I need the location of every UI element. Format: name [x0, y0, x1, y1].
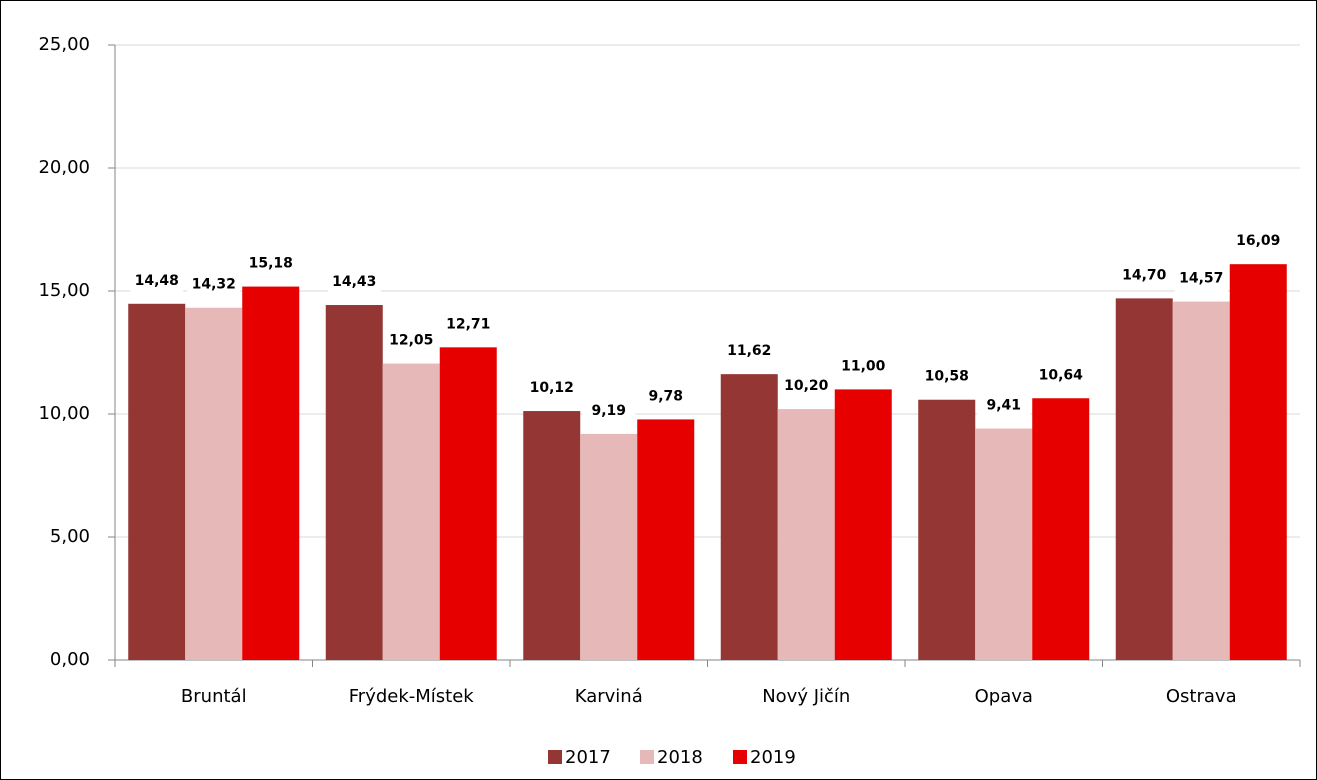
- data-label: 16,09: [1236, 233, 1280, 249]
- data-label: 12,05: [389, 333, 433, 349]
- x-tick-label: Karviná: [575, 686, 643, 707]
- legend-label: 2018: [657, 747, 703, 768]
- bar: [242, 286, 300, 660]
- bar: [777, 409, 835, 660]
- bar: [1229, 264, 1287, 660]
- legend-swatch: [640, 750, 654, 764]
- data-label-bg: [779, 373, 833, 400]
- data-label: 10,20: [784, 378, 829, 394]
- data-label-bg: [187, 271, 241, 298]
- data-label: 14,70: [1122, 267, 1167, 283]
- data-label-bg: [525, 375, 579, 402]
- y-tick-label: 10,00: [38, 403, 90, 424]
- bar: [720, 374, 778, 660]
- data-label-bg: [1117, 262, 1171, 289]
- data-label-bg: [1231, 228, 1285, 255]
- data-label: 14,43: [332, 274, 376, 290]
- bar: [834, 389, 892, 660]
- data-label: 10,64: [1039, 367, 1084, 383]
- bar: [382, 363, 440, 660]
- data-label: 9,78: [648, 388, 683, 404]
- data-label-bg: [920, 363, 974, 390]
- data-label-bg: [836, 353, 890, 380]
- data-label-bg: [977, 392, 1031, 419]
- bar: [325, 305, 383, 660]
- y-tick-label: 15,00: [38, 280, 90, 301]
- x-tick-label: Frýdek-Místek: [349, 686, 475, 707]
- data-label-bg: [441, 311, 495, 338]
- data-label: 11,62: [727, 343, 771, 359]
- bar: [185, 307, 243, 660]
- data-label-bg: [1034, 362, 1088, 389]
- data-label: 12,71: [446, 316, 490, 332]
- data-label-bg: [244, 250, 298, 277]
- bar: [1032, 398, 1090, 660]
- data-label-bg: [722, 338, 776, 365]
- data-label: 14,57: [1179, 271, 1223, 287]
- data-label-bg: [327, 269, 381, 296]
- data-label-bg: [384, 327, 438, 354]
- data-label: 11,00: [841, 358, 886, 374]
- y-tick-label: 0,00: [50, 649, 90, 670]
- bar: [439, 347, 497, 660]
- legend-label: 2019: [750, 747, 796, 768]
- legend-swatch: [548, 750, 562, 764]
- data-label-bg: [639, 383, 693, 410]
- data-label-bg: [1174, 265, 1228, 292]
- y-tick-label: 25,00: [38, 34, 90, 55]
- legend-swatch: [733, 750, 747, 764]
- data-label: 14,48: [135, 273, 179, 289]
- bar: [1115, 298, 1173, 660]
- data-label: 10,58: [925, 369, 969, 385]
- y-tick-label: 5,00: [50, 526, 90, 547]
- x-tick-label: Opava: [975, 686, 1033, 707]
- data-label-bg: [130, 267, 184, 294]
- bar: [637, 419, 695, 660]
- bar: [128, 303, 186, 660]
- bar: [580, 433, 638, 660]
- x-tick-label: Bruntál: [181, 686, 247, 707]
- y-tick-label: 20,00: [38, 157, 90, 178]
- bar: [1172, 301, 1230, 660]
- bar: [523, 411, 581, 660]
- x-tick-label: Ostrava: [1166, 686, 1237, 707]
- legend-label: 2017: [565, 747, 611, 768]
- data-label: 10,12: [530, 380, 574, 396]
- x-tick-label: Nový Jičín: [762, 686, 850, 707]
- data-label: 9,19: [591, 403, 626, 419]
- data-label-bg: [582, 397, 636, 424]
- bar: [918, 399, 976, 660]
- data-label: 9,41: [986, 398, 1021, 414]
- data-label: 15,18: [249, 256, 293, 272]
- data-label: 14,32: [192, 277, 236, 293]
- bar: [975, 428, 1033, 660]
